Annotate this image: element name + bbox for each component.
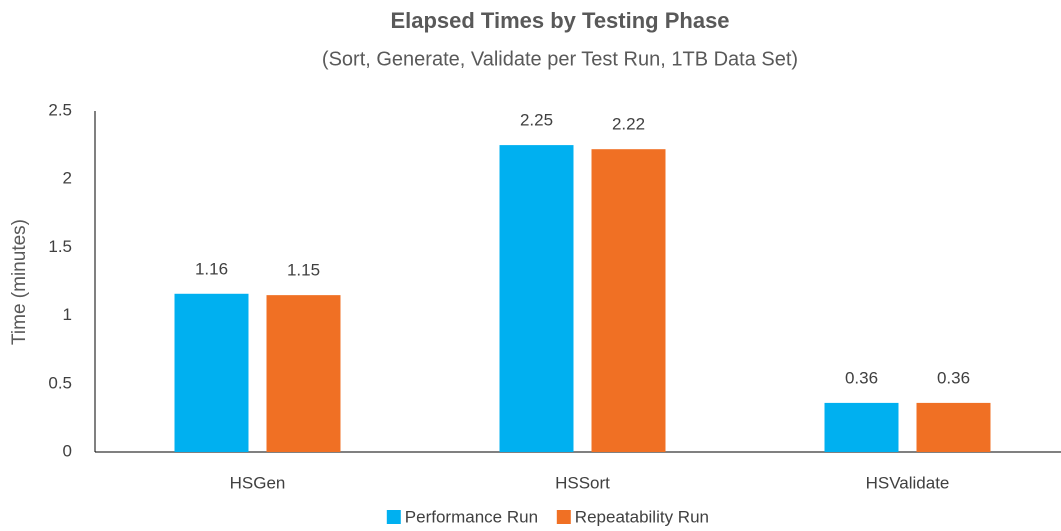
y-tick-label: 0: [63, 441, 72, 460]
chart-title: Elapsed Times by Testing Phase: [390, 8, 729, 33]
y-tick-label: 1.5: [48, 237, 72, 256]
value-label: 0.36: [845, 368, 878, 387]
value-label: 2.25: [520, 111, 553, 130]
bar: [824, 402, 899, 452]
x-tick-label: HSValidate: [866, 473, 950, 492]
y-tick-label: 1: [63, 305, 72, 324]
y-tick-label: 0.5: [48, 373, 72, 392]
value-label: 2.22: [612, 115, 645, 134]
y-axis-title: Time (minutes): [9, 219, 30, 345]
chart-subtitle: (Sort, Generate, Validate per Test Run, …: [322, 48, 798, 70]
bar: [591, 149, 666, 452]
x-tick-label: HSGen: [230, 473, 286, 492]
legend-label: Performance Run: [405, 507, 538, 526]
bar: [266, 295, 341, 452]
bar: [916, 402, 991, 452]
legend-swatch: [556, 510, 571, 524]
y-tick-label: 2.5: [48, 100, 72, 119]
y-tick-label: 2: [63, 169, 72, 188]
value-label: 1.16: [195, 259, 228, 278]
value-label: 0.36: [937, 368, 970, 387]
value-label: 1.15: [287, 261, 320, 280]
x-tick-label: HSSort: [555, 473, 610, 492]
legend-swatch: [386, 510, 401, 524]
bar: [174, 293, 249, 452]
legend-label: Repeatability Run: [575, 507, 709, 526]
bar: [499, 145, 574, 452]
